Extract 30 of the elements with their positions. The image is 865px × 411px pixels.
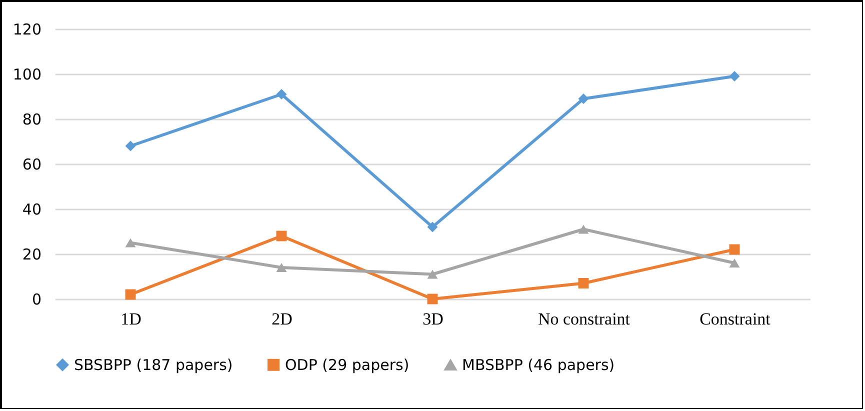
- point: [276, 89, 287, 100]
- y-tick-label: 100: [12, 66, 42, 84]
- point: [729, 244, 740, 255]
- point: [276, 262, 287, 272]
- legend-label: SBSBPP (187 papers): [74, 356, 233, 374]
- point: [578, 224, 589, 234]
- point: [427, 270, 438, 279]
- y-tick-label: 60: [22, 156, 42, 174]
- x-tick-label: No constraint: [538, 310, 630, 328]
- point: [125, 289, 136, 300]
- x-tick-label: 2D: [272, 310, 292, 328]
- point: [125, 238, 136, 248]
- y-tick-label: 40: [22, 200, 42, 218]
- x-tick-label: 1D: [120, 310, 142, 328]
- x-tick-label: 3D: [422, 310, 444, 328]
- y-tick-label: 80: [22, 110, 42, 128]
- point: [427, 294, 438, 304]
- point: [729, 258, 740, 268]
- point: [578, 94, 589, 104]
- point: [578, 278, 589, 288]
- legend-label: MBSBPP (46 papers): [462, 356, 615, 374]
- point: [125, 140, 136, 152]
- y-tick-label: 120: [12, 20, 42, 38]
- y-tick-label: 0: [32, 290, 42, 308]
- point: [276, 230, 287, 242]
- x-tick-label: Constraint: [700, 310, 771, 328]
- point: [427, 222, 438, 232]
- point: [729, 71, 740, 82]
- y-tick-label: 20: [22, 246, 42, 264]
- legend-label: ODP (29 papers): [285, 356, 410, 374]
